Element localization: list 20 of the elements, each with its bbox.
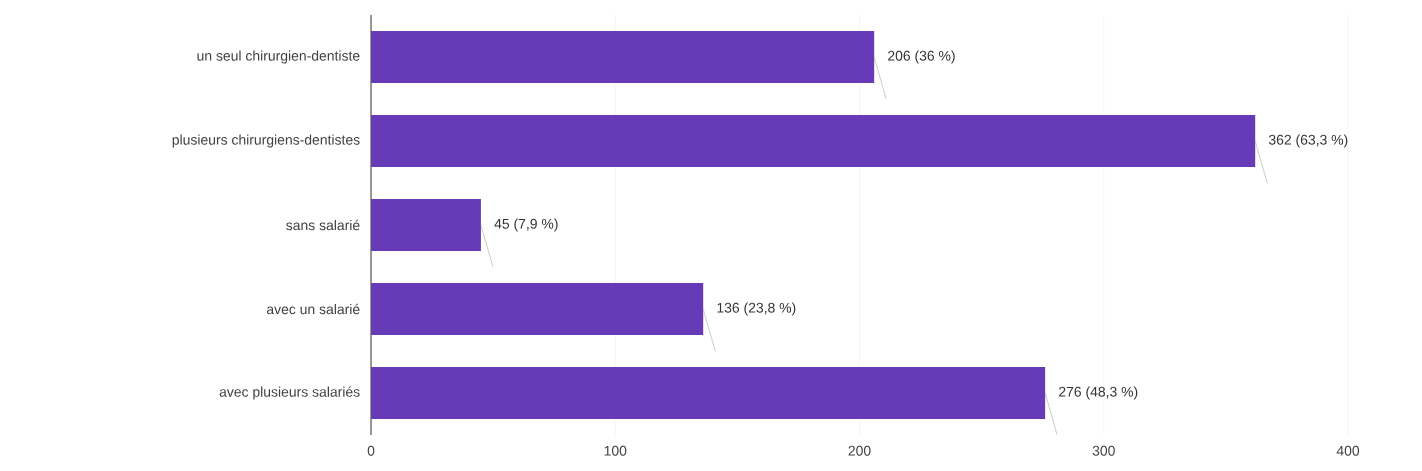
x-tick-label: 400 [1336,445,1360,456]
y-tick-label: un seul chirurgien-dentiste [197,50,360,64]
x-tick-label: 300 [1092,445,1115,456]
x-tick-label: 100 [604,445,627,456]
y-tick-label: sans salarié [286,219,360,231]
y-tick-label: avec plusieurs salariés [219,386,360,400]
data-label: 206 (36 %) [888,50,955,64]
data-label: 136 (23,8 %) [717,302,796,316]
data-label: 362 (63,3 %) [1268,134,1348,148]
data-label: 276 (48,3 %) [1059,386,1138,400]
bar [371,114,1256,167]
bar [371,31,875,83]
bar [371,366,1046,419]
y-tick-label: avec un salarié [266,303,360,315]
x-tick-label: 200 [848,445,871,456]
bar [371,198,481,251]
data-label: 45 (7,9 %) [494,218,558,232]
bar [371,282,704,335]
y-tick-label: plusieurs chirurgiens-dentistes [172,134,360,148]
x-tick-label: 0 [367,445,375,456]
